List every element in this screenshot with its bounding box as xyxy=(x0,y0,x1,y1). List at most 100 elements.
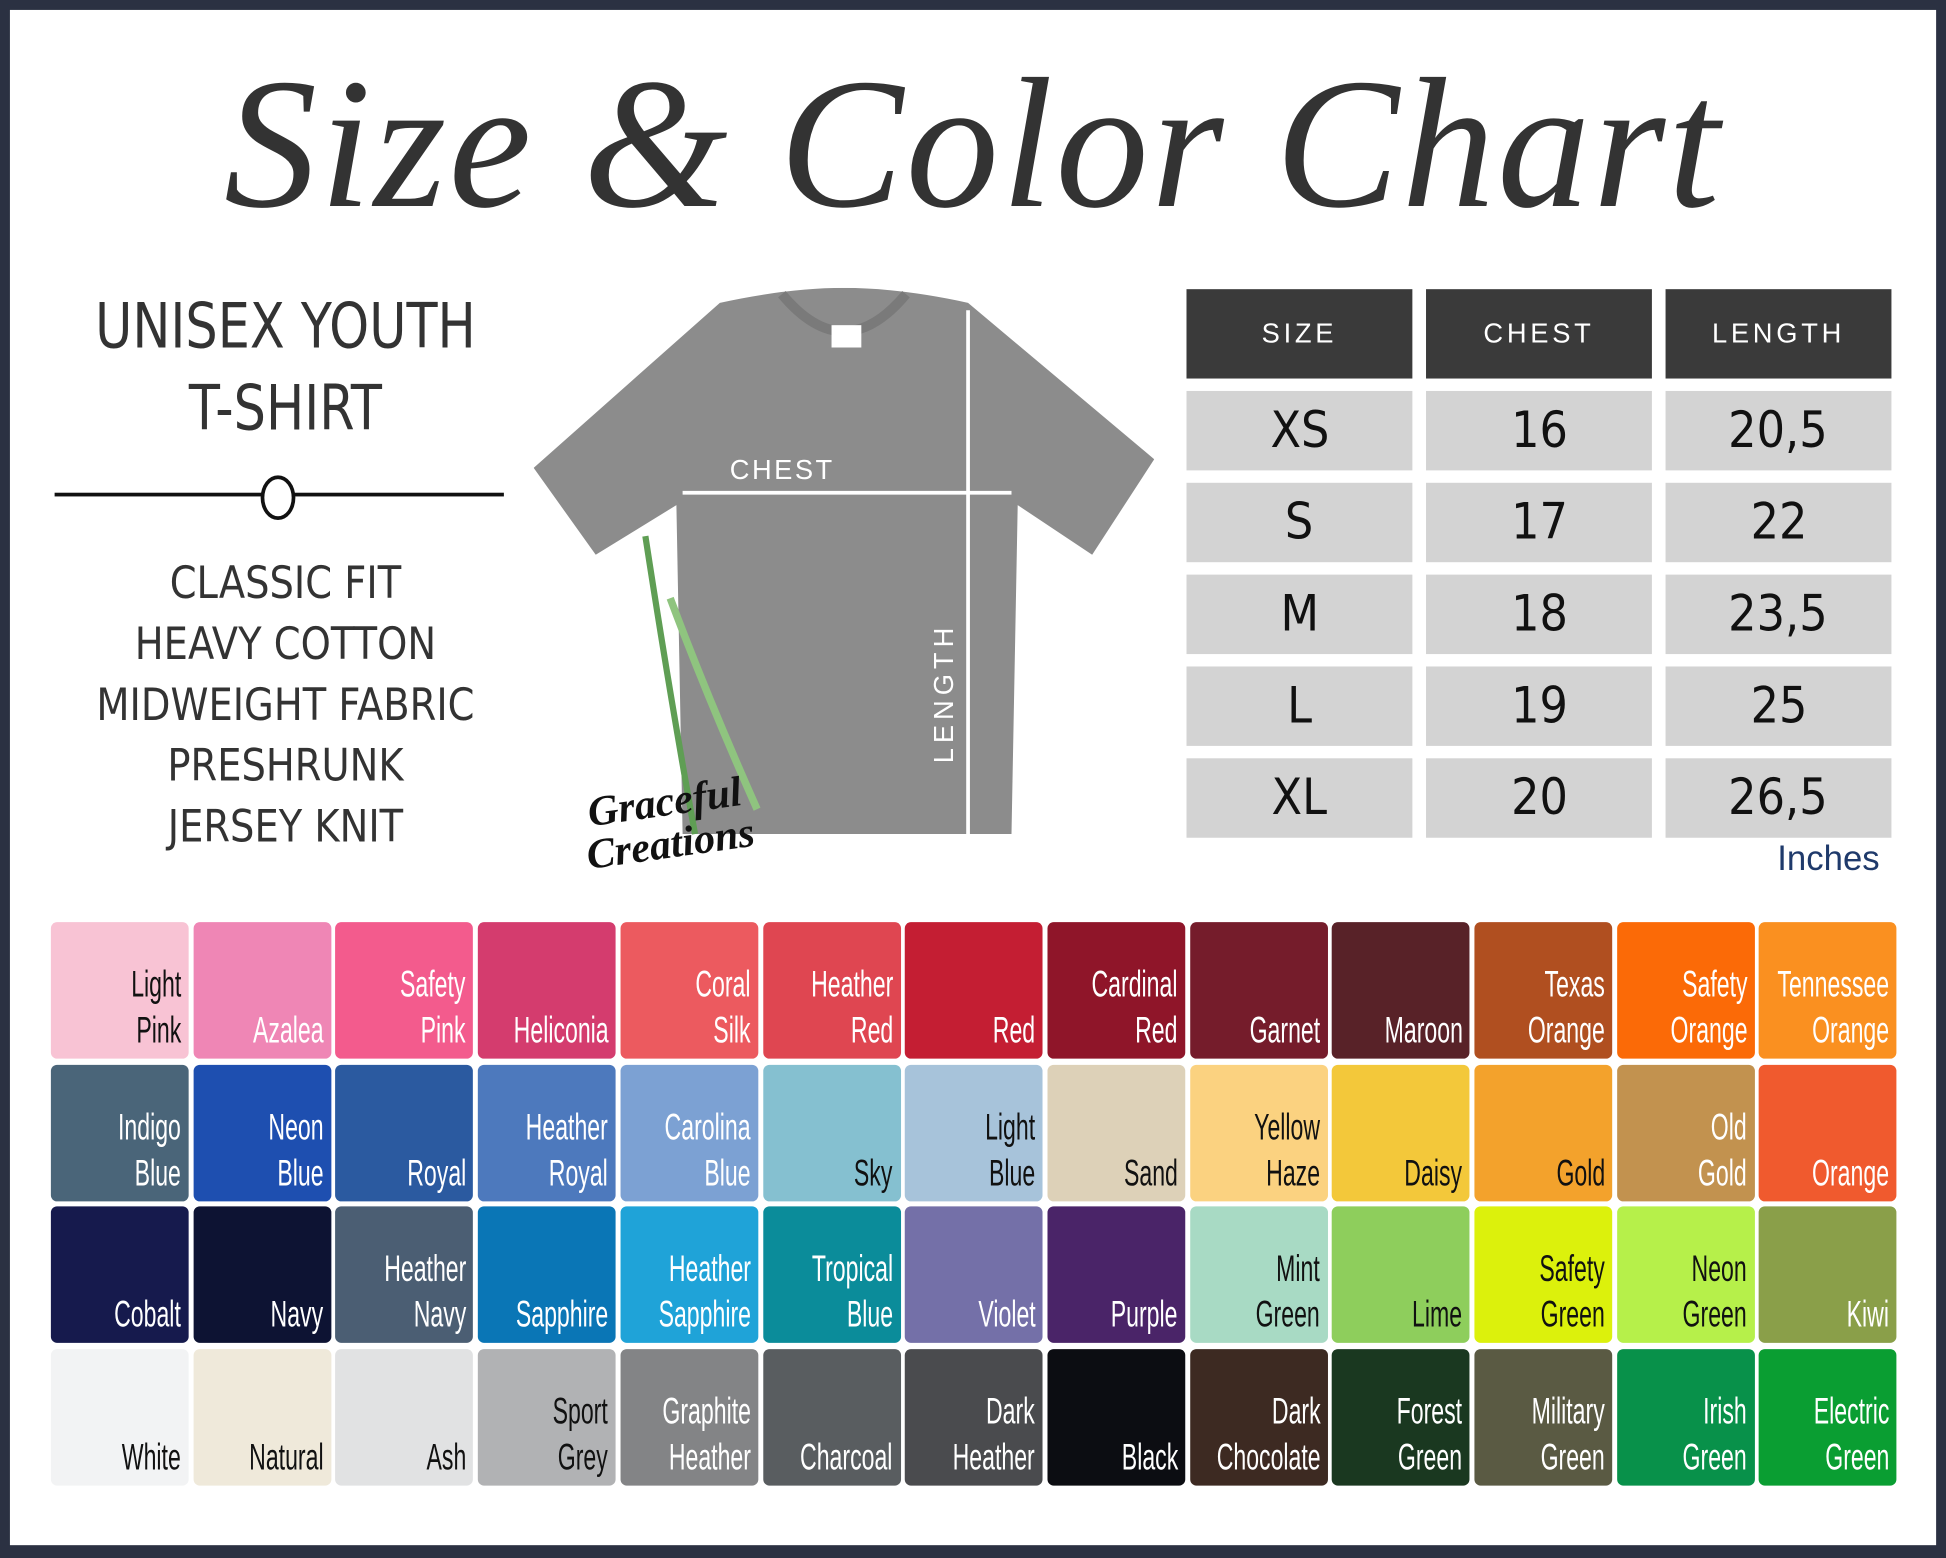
table-cell-value: M xyxy=(1280,585,1319,643)
color-name-line: Green xyxy=(1255,1294,1321,1336)
knot-ornament-icon xyxy=(260,475,296,521)
color-swatch: Lime xyxy=(1332,1206,1470,1343)
color-name: Tennessee Orange xyxy=(1778,962,1890,1054)
table-cell-value: 20,5 xyxy=(1728,402,1829,460)
color-name-line: Irish xyxy=(1703,1391,1748,1433)
color-name-line: Pink xyxy=(420,1010,466,1052)
color-name: Neon Blue xyxy=(268,1105,323,1197)
color-name-line: Neon xyxy=(268,1107,324,1149)
color-swatch: Safety Orange xyxy=(1616,922,1755,1059)
color-swatch: Dark Chocolate xyxy=(1189,1349,1328,1486)
color-name-line: Cardinal xyxy=(1091,964,1178,1006)
color-name-line: Military xyxy=(1531,1391,1605,1433)
color-swatch: Tennessee Orange xyxy=(1759,922,1897,1059)
table-cell: 19 xyxy=(1426,666,1652,746)
color-swatch: Heliconia xyxy=(477,922,616,1059)
color-name-line: Green xyxy=(1825,1437,1890,1479)
color-swatch: Heather Royal xyxy=(477,1064,616,1202)
color-name-line: Orange xyxy=(1812,1010,1890,1052)
color-swatch: Tropical Blue xyxy=(762,1206,901,1343)
color-name-line: Red xyxy=(992,1010,1036,1052)
color-name-line: Dark xyxy=(986,1391,1036,1433)
color-name: Indigo Blue xyxy=(118,1105,181,1197)
color-name: Safety Orange xyxy=(1670,962,1747,1054)
header-chest: CHEST xyxy=(1426,289,1652,379)
color-name-line: Silk xyxy=(713,1010,751,1052)
color-name-line: Old xyxy=(1711,1107,1748,1149)
color-swatch: Carolina Blue xyxy=(620,1064,759,1202)
color-name-line: Electric xyxy=(1813,1391,1890,1433)
color-name-line: Orange xyxy=(1670,1010,1748,1052)
color-swatch: Sport Grey xyxy=(477,1349,616,1486)
color-name-line: Kiwi xyxy=(1847,1294,1890,1336)
color-name: Light Blue xyxy=(985,1105,1035,1197)
color-swatch: Gold xyxy=(1474,1064,1613,1202)
color-name: Forest Green xyxy=(1397,1389,1462,1481)
color-swatch: Daisy xyxy=(1332,1064,1470,1202)
color-swatch: Heather Sapphire xyxy=(620,1206,759,1343)
color-swatch: Yellow Haze xyxy=(1189,1064,1328,1202)
color-name: Red xyxy=(993,1008,1035,1054)
table-cell-value: 18 xyxy=(1510,585,1568,643)
color-name-line: Safety xyxy=(1681,964,1748,1006)
color-name-line: Red xyxy=(1135,1010,1178,1052)
color-name-line: Orange xyxy=(1527,1010,1605,1052)
color-name-line: Safety xyxy=(400,964,466,1006)
color-name: Dark Heather xyxy=(953,1389,1035,1481)
color-name-line: Heliconia xyxy=(513,1010,609,1052)
color-name: Carolina Blue xyxy=(665,1105,751,1197)
color-name-line: Sapphire xyxy=(658,1294,751,1336)
table-cell: 22 xyxy=(1665,482,1892,563)
color-name-line: Heather xyxy=(668,1248,751,1290)
color-name: Kiwi xyxy=(1847,1292,1889,1338)
color-name-line: Green xyxy=(1682,1294,1748,1336)
color-name-line: Ash xyxy=(426,1437,466,1479)
color-swatch: Safety Pink xyxy=(335,922,474,1059)
color-name-line: Cobalt xyxy=(114,1294,182,1336)
color-name-line: Texas xyxy=(1544,964,1605,1006)
color-name-line: Forest xyxy=(1396,1391,1463,1433)
color-name: Electric Green xyxy=(1814,1389,1890,1481)
color-name: Graphite Heather xyxy=(662,1389,751,1481)
color-name-line: Green xyxy=(1540,1294,1605,1336)
table-cell: XS xyxy=(1186,390,1413,471)
color-name-line: Sapphire xyxy=(515,1294,609,1336)
color-name: Royal xyxy=(407,1150,466,1196)
table-cell: 23,5 xyxy=(1665,574,1892,655)
color-name-line: Tennessee xyxy=(1777,964,1890,1006)
color-swatch: Coral Silk xyxy=(620,922,759,1059)
color-swatch: Electric Green xyxy=(1759,1349,1897,1486)
table-cell: 26,5 xyxy=(1665,758,1892,838)
color-name-line: Lime xyxy=(1412,1294,1463,1336)
color-name-line: Blue xyxy=(704,1152,751,1194)
color-name-line: Heather xyxy=(668,1437,751,1479)
table-cell-value: L xyxy=(1286,677,1312,735)
color-name: Navy xyxy=(271,1292,324,1338)
product-name: UNISEX YOUTH T-SHIRT xyxy=(82,285,489,449)
table-cell-value: 17 xyxy=(1510,493,1568,552)
color-name-line: Navy xyxy=(413,1294,466,1336)
color-name: Heather Red xyxy=(811,962,893,1054)
color-swatch: Sand xyxy=(1047,1064,1186,1202)
color-name: Yellow Haze xyxy=(1254,1105,1320,1197)
table-cell: 25 xyxy=(1665,666,1892,746)
feature-item: MIDWEIGHT FABRIC xyxy=(96,680,475,732)
color-name: Orange xyxy=(1812,1150,1889,1196)
color-name-line: Mint xyxy=(1276,1248,1321,1290)
table-cell: M xyxy=(1186,574,1413,655)
color-name-line: Charcoal xyxy=(800,1437,893,1479)
color-name: Cobalt xyxy=(114,1292,181,1338)
color-name: Sky xyxy=(854,1150,892,1196)
color-name-line: Carolina xyxy=(664,1107,751,1149)
color-name: Military Green xyxy=(1532,1389,1605,1481)
table-cell: 18 xyxy=(1426,574,1652,655)
color-swatch: Navy xyxy=(193,1206,331,1343)
color-name-line: Daisy xyxy=(1404,1152,1463,1194)
product-name-line1: UNISEX YOUTH xyxy=(95,290,476,363)
feature-item: HEAVY COTTON xyxy=(134,619,437,671)
color-name: White xyxy=(122,1435,181,1481)
color-name: Light Pink xyxy=(131,962,181,1054)
table-cell-value: 22 xyxy=(1750,493,1807,552)
color-name-line: Blue xyxy=(277,1152,324,1194)
